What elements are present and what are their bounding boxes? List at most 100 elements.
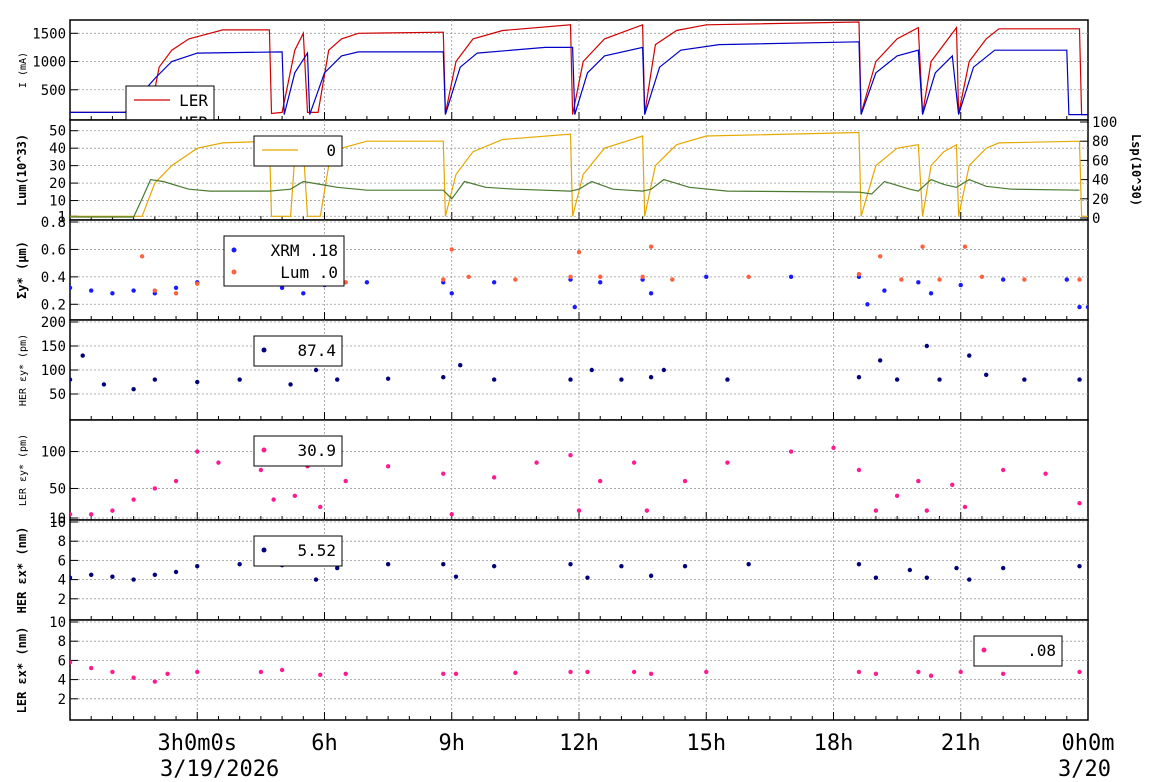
data-point <box>873 671 879 677</box>
data-point <box>449 291 454 296</box>
legend: XRM .18 Lum .0 <box>223 235 345 287</box>
y-tick-label: 0.4 <box>41 270 66 286</box>
data-point <box>152 377 158 382</box>
legend-box <box>253 335 343 367</box>
data-point <box>648 375 654 380</box>
y-tick-label: 8 <box>58 534 66 550</box>
data-point <box>979 274 985 280</box>
data-point <box>152 572 158 577</box>
data-point <box>962 244 968 249</box>
data-point <box>788 274 794 280</box>
data-point <box>568 377 573 382</box>
data-point <box>856 669 862 675</box>
data-point <box>288 382 293 387</box>
panel-sigma: 0.2 0.4 0.6 0.8 Σy* (μm) XRM .18 Lum .0 <box>15 215 1089 321</box>
data-point <box>110 574 115 579</box>
legend-box <box>973 635 1063 667</box>
data-point <box>598 478 603 484</box>
data-point <box>746 562 751 567</box>
data-point <box>1077 304 1082 310</box>
data-point <box>1000 671 1006 677</box>
data-point <box>648 291 654 296</box>
legend-box <box>223 235 345 287</box>
time-axis: 3/19/2026 3/20 3h0m0s 6h 9h 12h 15h 18h 21h 0h0… <box>158 731 1115 782</box>
data-point <box>110 291 115 296</box>
data-point <box>648 573 654 578</box>
panel-her_ex: 2 4 6 8 10 HER εx* (nm) 5.52 <box>15 515 1089 621</box>
data-point <box>1077 277 1082 282</box>
data-point <box>1000 565 1006 571</box>
data-point <box>313 577 319 582</box>
data-point <box>139 254 145 259</box>
data-point <box>441 562 446 567</box>
data-point <box>916 280 921 285</box>
data-point <box>364 280 370 285</box>
data-point <box>491 475 497 480</box>
y-tick-label: 6 <box>58 653 66 669</box>
data-point <box>631 669 637 675</box>
data-point <box>704 274 709 280</box>
y-tick-label: 6 <box>58 553 66 569</box>
y-tick-label: 8 <box>58 634 66 650</box>
series-group <box>70 21 1088 116</box>
y-axis-label: HER εx* (nm) <box>15 527 29 614</box>
data-point <box>877 254 883 259</box>
y-tick-label: 30 <box>49 159 66 175</box>
data-point <box>568 453 573 458</box>
series-group <box>70 660 1082 684</box>
data-point <box>258 669 264 675</box>
data-point <box>279 285 285 291</box>
data-point <box>110 669 115 675</box>
legend-label: 5.52 <box>297 541 336 560</box>
data-point <box>984 372 989 377</box>
y-tick-label: 4 <box>58 573 66 589</box>
y2-tick-label: 40 <box>1092 173 1109 189</box>
x-tick-label: 6h <box>311 731 338 756</box>
legend-label: 87.4 <box>297 341 336 360</box>
data-point <box>195 379 200 385</box>
data-point <box>585 575 590 580</box>
y-tick-label: 20 <box>49 176 66 192</box>
data-point <box>70 660 73 665</box>
data-point <box>165 671 170 677</box>
data-point <box>937 277 942 282</box>
series-group <box>70 562 1082 582</box>
legend-label: LER <box>179 91 208 110</box>
y-tick-label: 500 <box>41 83 66 99</box>
y-tick-label: 50 <box>49 387 66 403</box>
data-point <box>907 567 913 573</box>
data-point <box>958 282 963 288</box>
data-point <box>598 280 603 285</box>
data-point <box>343 478 348 484</box>
data-point <box>576 249 582 255</box>
y-axis-label: I (mA) <box>18 52 29 88</box>
data-point <box>441 671 446 677</box>
legend-swatch <box>261 447 267 453</box>
y2-tick-label: 80 <box>1092 134 1109 150</box>
series-line-LER <box>70 21 1088 116</box>
legend-label: Lum .0 <box>280 263 338 282</box>
y-tick-label: 50 <box>49 481 66 497</box>
data-point <box>131 387 136 392</box>
data-point <box>258 467 264 473</box>
y-tick-label: 0.6 <box>41 242 66 258</box>
legend-box <box>253 435 343 467</box>
data-point <box>950 482 955 487</box>
data-point <box>131 577 136 582</box>
series-group <box>70 343 1082 392</box>
data-point <box>894 493 900 499</box>
x-tick-label: 18h <box>814 731 854 756</box>
data-point <box>131 675 136 680</box>
data-point <box>572 304 577 310</box>
panel-ler_ex: 2 4 6 8 10 LER εx* (nm) .08 <box>15 615 1089 721</box>
data-point <box>271 497 276 502</box>
data-point <box>313 367 319 373</box>
panel-ler_ey: 10 50 100 LER εy* (pm) 30.9 <box>18 419 1089 527</box>
data-point <box>279 667 285 673</box>
legend-swatch <box>261 347 267 353</box>
data-point <box>894 377 900 382</box>
legend-box <box>253 135 343 167</box>
y-axis-label: LER εy* (pm) <box>18 434 29 506</box>
data-point <box>301 291 306 296</box>
